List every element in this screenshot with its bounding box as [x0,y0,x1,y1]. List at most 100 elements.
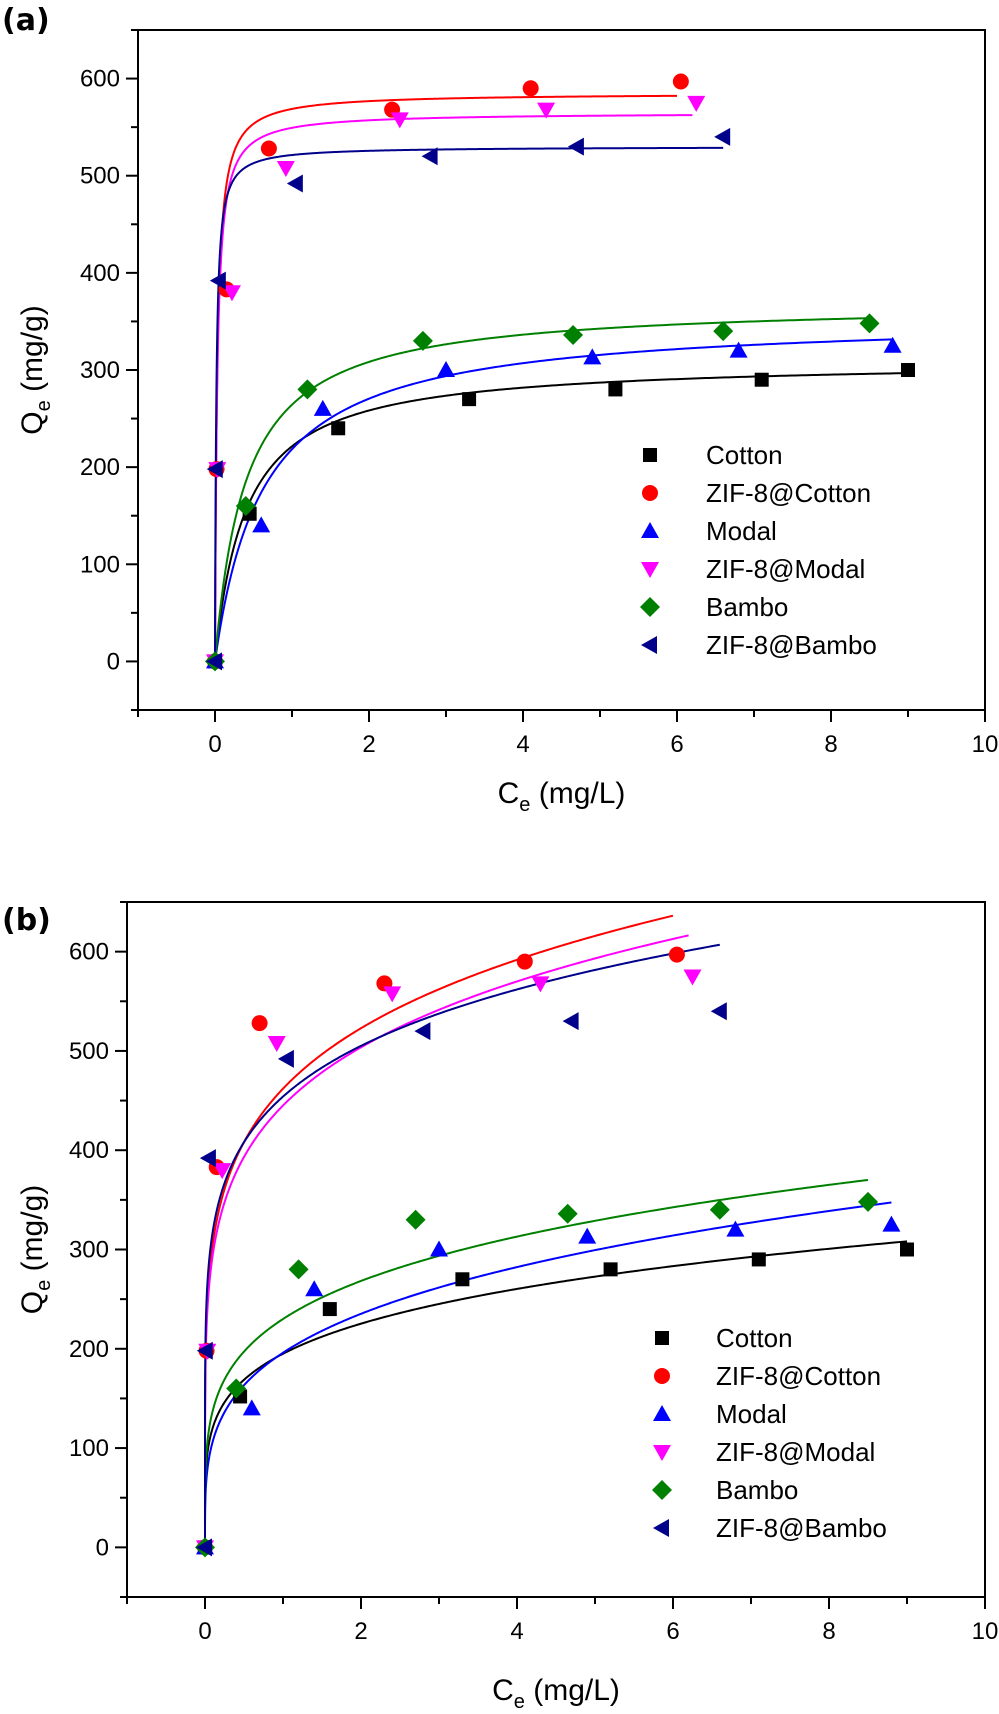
y-tick-label: 400 [69,1137,109,1164]
data-point-zif-8-cotton [668,946,685,963]
series-cotton [198,1242,914,1555]
fit-curve-cotton [204,1240,908,1548]
x-tick-label: 10 [972,1618,999,1645]
y-tick-label: 300 [69,1237,109,1264]
legend-marker-zif-8-cotton [642,485,658,501]
data-point-cotton [462,392,477,407]
legend-label-zif-8-cotton: ZIF-8@Cotton [716,1361,881,1391]
fit-curve-zif-8-cotton [214,94,678,662]
y-tick-label: 100 [80,551,120,578]
data-point-zif-8-bambo [562,1012,579,1031]
data-point-bambo [405,1209,426,1230]
data-point-zif-8-modal [383,986,402,1003]
data-point-zif-8-cotton [516,953,533,970]
data-point-zif-8-cotton [522,80,539,97]
data-point-bambo [713,321,734,342]
legend-label-zif-8-modal: ZIF-8@Modal [706,554,865,584]
series-cotton [208,363,915,669]
x-tick-label: 4 [510,1618,523,1645]
data-point-modal [242,1399,261,1416]
data-point-cotton [322,1302,337,1317]
x-tick-label: 0 [208,731,221,758]
data-point-bambo [858,1191,878,1212]
legend-marker-cotton [655,1331,669,1345]
legend-marker-zif-8-cotton [654,1368,670,1384]
x-tick-label: 8 [822,1618,835,1645]
data-point-bambo [412,330,433,351]
data-point-bambo [859,313,880,334]
data-point-modal [882,1215,901,1232]
legend-label-zif-8-modal: ZIF-8@Modal [716,1437,875,1467]
data-point-zif-8-bambo [196,1341,213,1360]
data-point-zif-8-bambo [421,147,438,166]
fit-curve-zif-8-bambo [214,146,724,662]
data-point-cotton [455,1272,470,1287]
data-point-bambo [709,1199,730,1220]
data-point-modal [583,348,602,365]
data-point-modal [578,1227,597,1244]
legend-label-bambo: Bambo [706,592,788,622]
data-point-zif-8-cotton [260,140,277,157]
series-zif-8-modal [206,95,706,671]
data-point-bambo [235,496,256,516]
data-point-modal [437,361,455,377]
plot-frame [137,29,986,711]
legend-label-modal: Modal [716,1399,787,1429]
y-tick-label: 600 [80,66,120,93]
legend-marker-zif-8-bambo [653,1519,669,1537]
data-point-zif-8-cotton [251,1015,268,1032]
panel-label: (b) [2,903,51,938]
y-axis-title: Qe (mg/g) [16,1185,55,1314]
y-tick-label: 600 [69,939,109,966]
legend-label-modal: Modal [706,516,777,546]
data-point-bambo [288,1259,309,1280]
data-point-zif-8-modal [267,1035,286,1052]
y-tick-label: 500 [69,1038,109,1065]
data-point-zif-8-modal [531,976,550,993]
data-point-modal [305,1280,324,1297]
data-point-zif-8-bambo [206,652,222,671]
data-point-zif-8-cotton [672,73,689,90]
plot-frame [126,901,986,1598]
data-point-modal [883,336,902,353]
legend: Cotton ZIF-8@Cotton Modal ZIF-8@Modal Bambo Z… [652,1323,887,1543]
legend-label-zif-8-cotton: ZIF-8@Cotton [706,478,871,508]
panel-label: (a) [2,3,50,38]
data-point-cotton [608,382,623,397]
data-point-zif-8-bambo [199,1149,216,1168]
data-point-zif-8-bambo [277,1049,294,1068]
data-point-bambo [563,325,584,346]
y-tick-label: 0 [96,1534,109,1561]
legend-marker-zif-8-modal [641,562,659,578]
fit-curve-cotton [214,372,909,662]
data-point-cotton [754,372,769,387]
fit-curve-bambo [214,317,870,662]
fit-curve-zif-8-modal [204,934,689,1548]
legend-marker-modal [653,1405,671,1421]
data-point-zif-8-modal [537,102,556,119]
fit-curve-modal [214,338,893,662]
data-point-zif-8-modal [276,160,295,177]
series-zif-8-bambo [206,127,731,671]
legend-marker-bambo [652,1480,672,1500]
data-point-cotton [901,363,915,377]
data-point-zif-8-bambo [206,460,223,479]
y-tick-label: 0 [107,648,120,675]
y-tick-label: 200 [80,454,120,481]
fit-curve-modal [204,1201,892,1548]
y-tick-label: 300 [80,357,120,384]
data-point-zif-8-bambo [286,174,303,193]
data-point-zif-8-bambo [567,137,584,156]
fit-curve-zif-8-modal [214,114,693,662]
x-tick-label: 10 [972,731,999,758]
data-point-cotton [331,421,346,436]
legend-label-bambo: Bambo [716,1475,798,1505]
data-point-zif-8-modal [390,112,409,129]
x-tick-label: 0 [198,1618,211,1645]
fit-curve-zif-8-bambo [204,943,720,1548]
data-point-modal [729,341,748,358]
data-point-bambo [557,1203,578,1224]
series-zif-8-bambo [196,1002,727,1557]
